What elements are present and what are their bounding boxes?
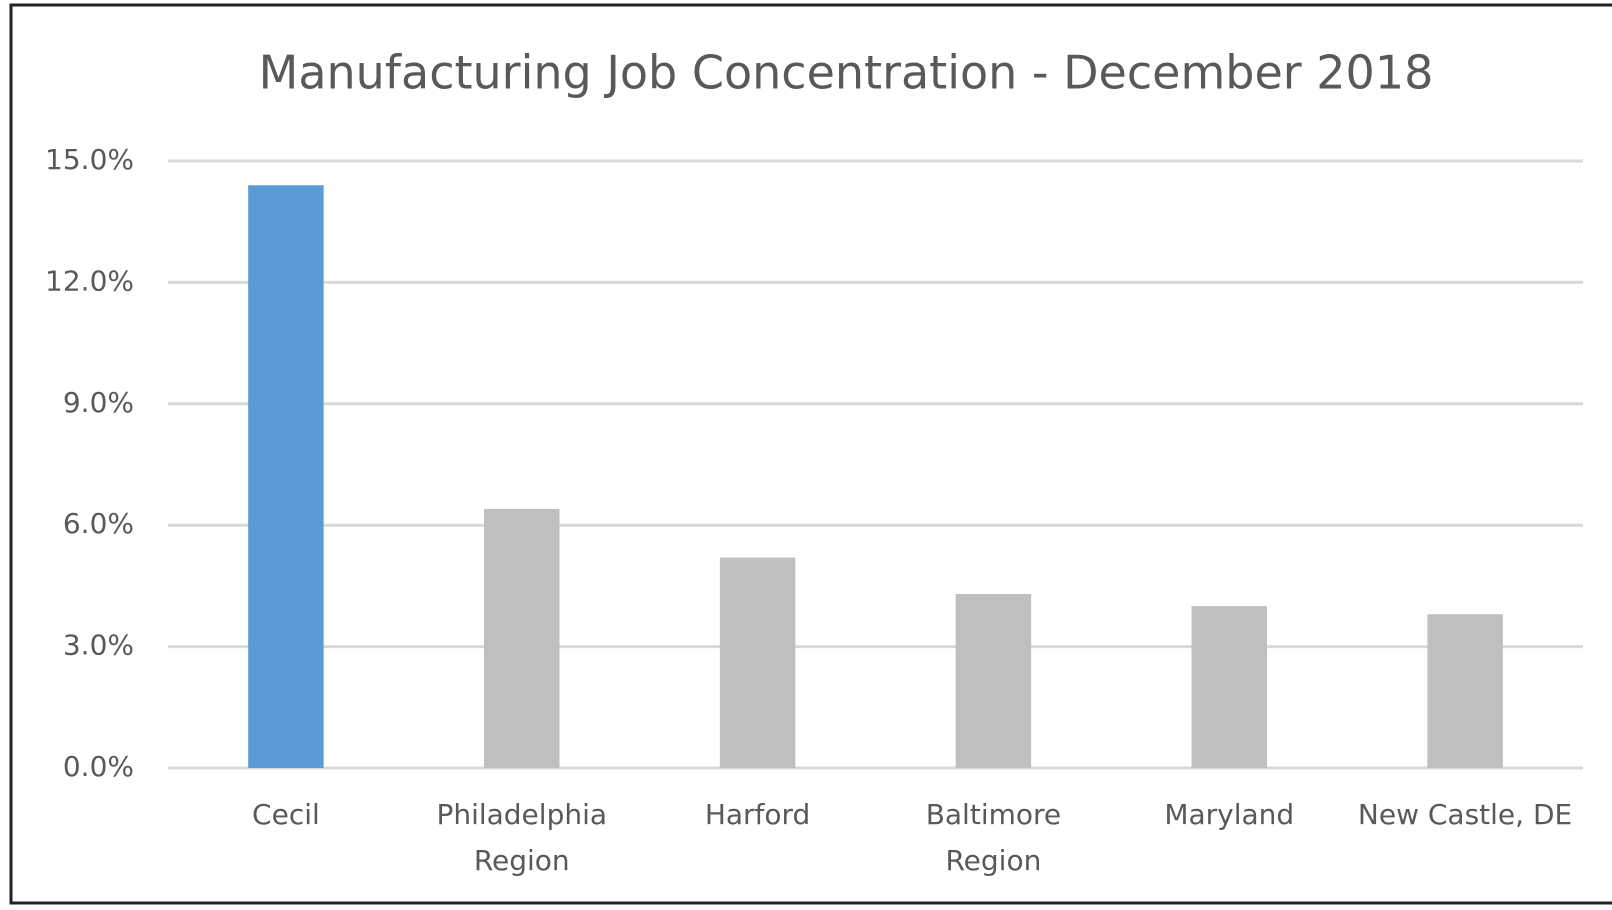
x-tick-label: Baltimore Region bbox=[925, 798, 1062, 877]
bar bbox=[955, 593, 1032, 768]
bar bbox=[1427, 614, 1503, 768]
x-tick-label: New Castle, DE bbox=[1357, 798, 1573, 831]
x-tick-label: Cecil bbox=[252, 798, 320, 831]
y-tick-label: 15.0% bbox=[45, 143, 134, 176]
x-tick-label: Philadelphia Region bbox=[436, 798, 608, 877]
y-tick-label: 9.0% bbox=[63, 386, 134, 419]
x-tick-label: Harford bbox=[704, 798, 811, 831]
bar bbox=[248, 185, 324, 768]
y-tick-label: 12.0% bbox=[45, 264, 134, 297]
y-tick-label: 3.0% bbox=[63, 629, 134, 662]
chart-title: Manufacturing Job Concentration - Decemb… bbox=[259, 46, 1434, 100]
y-tick-label: 6.0% bbox=[63, 507, 134, 540]
bar bbox=[1191, 606, 1267, 768]
bar bbox=[484, 509, 560, 768]
bar bbox=[719, 557, 796, 768]
y-tick-label: 0.0% bbox=[63, 750, 134, 783]
x-tick-label: Maryland bbox=[1164, 798, 1295, 831]
